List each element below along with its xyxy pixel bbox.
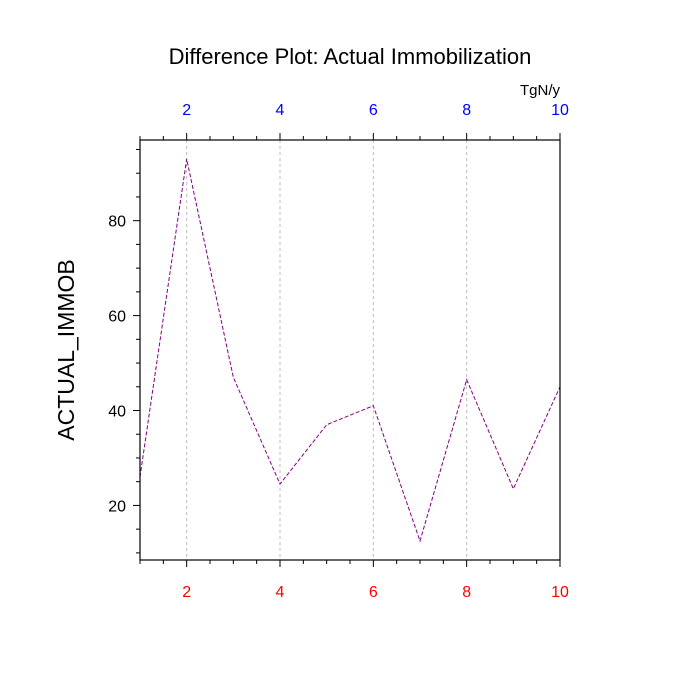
y-tick-label: 40: [108, 404, 126, 421]
x-tick-label-top: 4: [276, 102, 285, 119]
chart-title: Difference Plot: Actual Immobilization: [169, 44, 532, 69]
x-tick-label-top: 6: [369, 102, 378, 119]
x-tick-label-bottom: 2: [182, 584, 191, 601]
y-tick-label: 80: [108, 214, 126, 231]
x-tick-label-top: 2: [182, 102, 191, 119]
x-tick-label-bottom: 10: [551, 584, 569, 601]
series-line-0: [139, 158, 561, 543]
y-axis-label: ACTUAL_IMMOB: [53, 259, 79, 440]
y-tick-label: 20: [108, 498, 126, 515]
tick-label-layer: 2 2 4 4 6 6 8 8 10 10 20 40 60 80: [108, 102, 569, 601]
x-tick-label-top: 10: [551, 102, 569, 119]
x-tick-label-bottom: 4: [276, 584, 285, 601]
plot-frame: [139, 139, 561, 561]
x-tick-label-top: 8: [462, 102, 471, 119]
line-layer: [139, 158, 561, 543]
x-tick-label-bottom: 8: [462, 584, 471, 601]
y-tick-label: 60: [108, 309, 126, 326]
grid-layer: [186, 140, 468, 560]
units-label: TgN/y: [520, 82, 561, 99]
tick-layer: [133, 133, 561, 567]
x-tick-label-bottom: 6: [369, 584, 378, 601]
